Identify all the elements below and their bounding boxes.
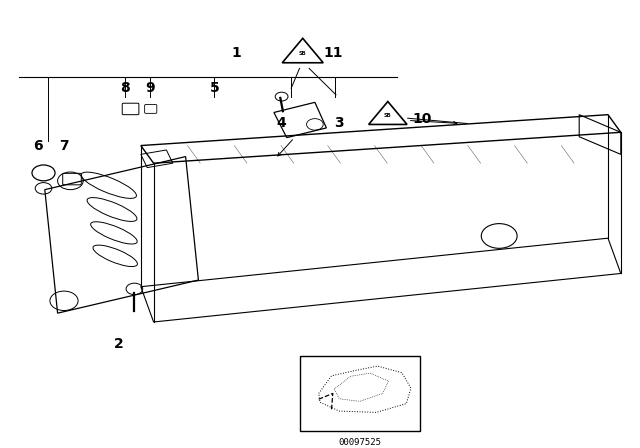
Text: 3: 3 [334, 116, 344, 130]
Text: 00097525: 00097525 [338, 439, 381, 448]
Text: 5: 5 [209, 81, 220, 95]
Bar [300, 357, 420, 431]
Text: 11: 11 [323, 46, 342, 60]
Text: 2: 2 [113, 337, 124, 351]
Text: 1: 1 [232, 46, 242, 60]
Text: 8: 8 [120, 81, 130, 95]
Text: 4: 4 [276, 116, 287, 130]
Text: 7: 7 [59, 138, 69, 153]
Text: SB: SB [299, 51, 307, 56]
Text: 9: 9 [145, 81, 156, 95]
Text: 6: 6 [33, 138, 44, 153]
Text: 10: 10 [413, 112, 432, 126]
Text: SB: SB [384, 113, 392, 118]
